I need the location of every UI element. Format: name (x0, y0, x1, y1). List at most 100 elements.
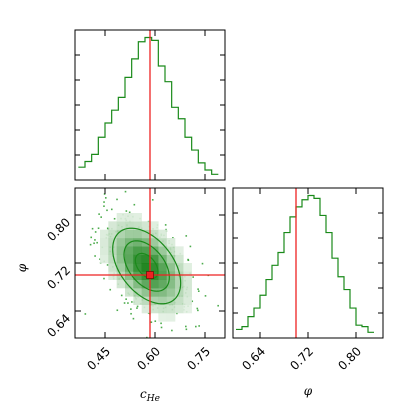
scatter-point (49, 271, 51, 273)
scatter-point (131, 301, 133, 303)
scatter-point (109, 288, 112, 291)
density-cell (183, 288, 192, 297)
density-cell (158, 238, 167, 247)
scatter-point (195, 325, 197, 328)
scatter-point (151, 199, 154, 201)
density-cell (125, 271, 134, 280)
density-cell (150, 288, 159, 297)
density-cell (108, 254, 117, 264)
density-cell (125, 213, 134, 222)
scatter-point (171, 329, 173, 332)
scatter-point (160, 322, 162, 325)
scatter-point (120, 294, 123, 297)
x-tick-label: 0.60 (134, 344, 163, 373)
scatter-point (97, 227, 100, 230)
y-tick-label: 0.64 (44, 311, 73, 340)
density-cell (175, 263, 184, 272)
scatter-point (130, 312, 132, 315)
density-cell (150, 254, 159, 264)
density-cell (116, 229, 126, 239)
histogram-frame-phi (232, 187, 384, 339)
density-cell (158, 229, 167, 239)
density-cell (183, 279, 192, 289)
density-cell (166, 304, 176, 314)
contour-level-3 (112, 227, 182, 305)
density-cell (158, 246, 167, 255)
density-cell (108, 221, 117, 230)
density-cell (108, 263, 117, 272)
density-cell (158, 263, 167, 272)
scatter-point (100, 216, 102, 218)
scatter-point (94, 231, 97, 233)
scatter-point (94, 255, 96, 257)
density-cell (125, 229, 134, 239)
scatter-point (198, 325, 200, 327)
scatter-point (187, 259, 190, 262)
density-cell (133, 254, 142, 264)
density-cell (125, 221, 134, 230)
scatter-point (125, 210, 128, 212)
density-cell (116, 263, 126, 272)
scatter-point (84, 313, 87, 315)
scatter-point (192, 276, 194, 278)
scatter-point (185, 235, 188, 237)
density-cell (175, 246, 184, 255)
density-cell (150, 296, 159, 305)
scatter-point (154, 320, 157, 322)
scatter-point (99, 258, 101, 261)
scatter-point (124, 190, 127, 193)
density-cell (158, 296, 167, 305)
scatter-point (99, 176, 101, 178)
scatter-point (196, 307, 199, 310)
histogram-step-phi (236, 194, 374, 333)
density-cell (100, 229, 109, 239)
x-axis-label-phi: φ (304, 384, 313, 398)
density-cell (175, 304, 184, 314)
x-tick-label: 0.72 (287, 344, 316, 373)
density-cell (108, 271, 117, 280)
scatter-point (146, 336, 148, 338)
density-cell (158, 288, 167, 297)
density-cell (141, 229, 151, 239)
density-cell (150, 238, 159, 247)
scatter-point (185, 325, 187, 328)
histogram-step-c-he (78, 36, 219, 175)
density-cell (166, 246, 176, 255)
density-cell (175, 279, 184, 289)
density-cell (183, 304, 192, 314)
density-cell (150, 263, 159, 272)
x-axis-label-c-he: cHe (140, 387, 160, 404)
density-cell (158, 313, 167, 322)
density-cell (141, 279, 151, 289)
density-cell (141, 304, 151, 314)
density-cell (133, 296, 142, 305)
density-cell (116, 279, 126, 289)
density-cell (133, 271, 142, 280)
y-axis-label-phi: φ (15, 263, 29, 272)
density-cell (141, 238, 151, 247)
scatter-point (176, 312, 178, 315)
scatter-point (197, 309, 199, 312)
scatter-point (130, 308, 132, 310)
density-cell (166, 288, 176, 297)
density-cell (116, 246, 126, 255)
density-cell (175, 254, 184, 264)
density-cell (175, 296, 184, 305)
scatter-point (103, 193, 106, 195)
scatter-point (116, 309, 119, 312)
scatter-point (103, 205, 105, 207)
density-cell (108, 238, 117, 247)
scatter-point (106, 209, 108, 212)
scatter-point (172, 237, 174, 239)
density-cell (166, 263, 176, 272)
scatter-point (197, 290, 200, 292)
density-cell (150, 246, 159, 255)
density-cell (141, 271, 151, 280)
density-cell (183, 263, 192, 272)
scatter-point (160, 326, 163, 329)
density-cell (166, 238, 176, 247)
y-tick-label: 0.80 (44, 215, 73, 244)
density-cell (133, 246, 142, 255)
density-cell (116, 213, 126, 222)
